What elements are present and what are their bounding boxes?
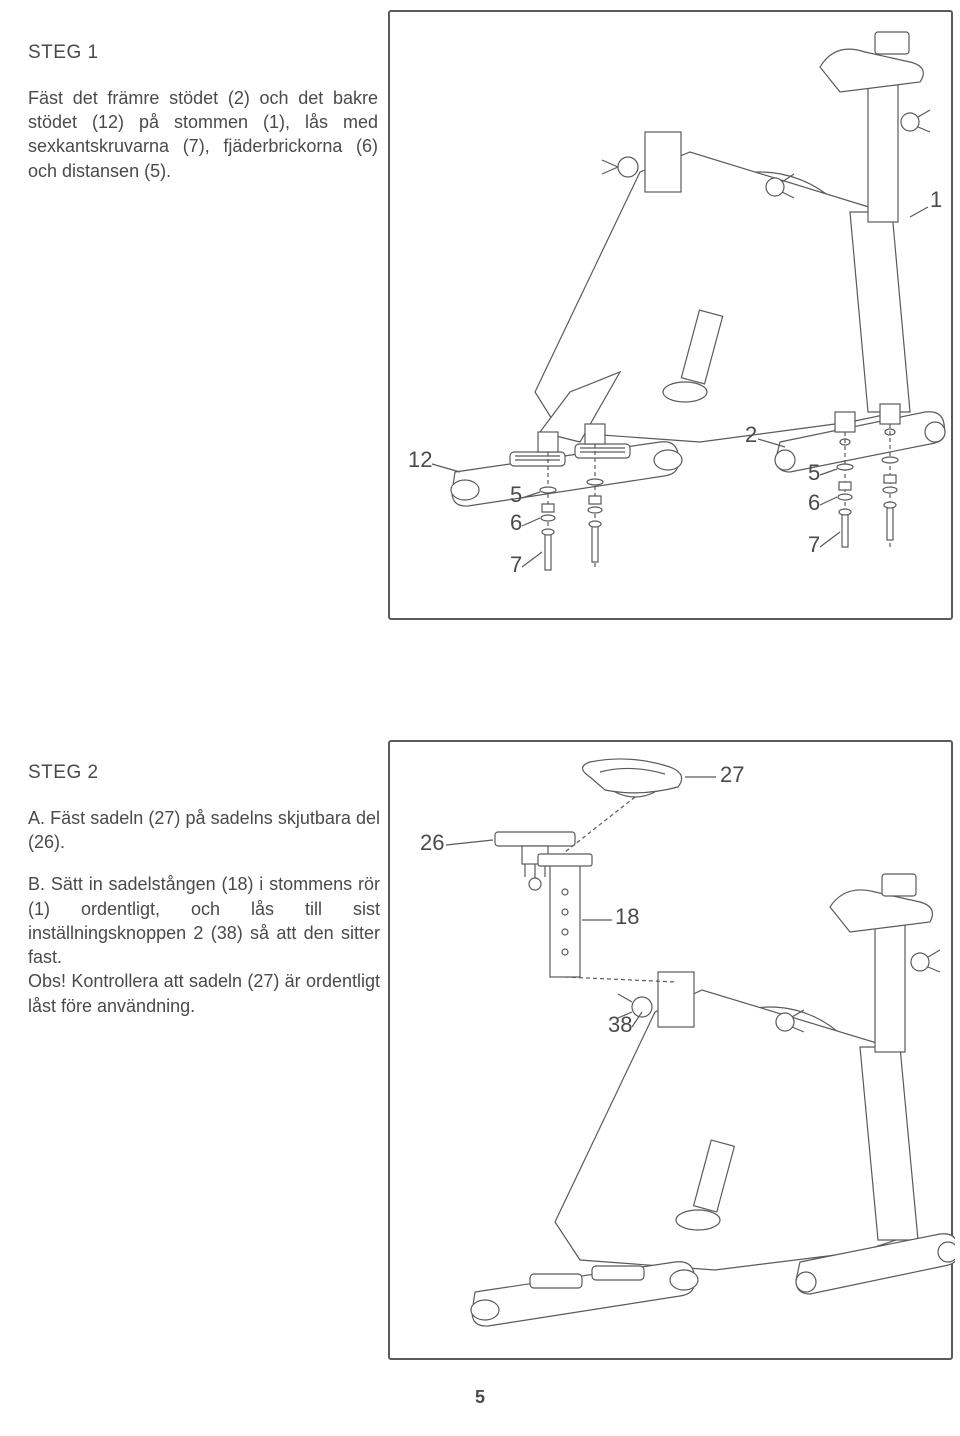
step2-text: STEG 2 A. Fäst sadeln (27) på sadelns sk… — [28, 760, 380, 1018]
callout-26: 26 — [420, 830, 444, 855]
figure2-svg: 27 26 18 38 — [390, 742, 955, 1362]
callout-1: 1 — [930, 187, 942, 212]
callout-7r: 7 — [808, 532, 820, 557]
step2-heading: STEG 2 — [28, 760, 380, 786]
callout-18: 18 — [615, 904, 639, 929]
figure2-box: 27 26 18 38 — [388, 740, 953, 1360]
step2-body-a: A. Fäst sadeln (27) på sadelns skjutbara… — [28, 806, 380, 855]
page: STEG 1 Fäst det främre stödet (2) och de… — [0, 0, 960, 1436]
step2-body-b: B. Sätt in sadelstången (18) i stommens … — [28, 872, 380, 969]
callout-6r: 6 — [808, 490, 820, 515]
page-number: 5 — [0, 1387, 960, 1408]
callout-7l: 7 — [510, 552, 522, 577]
step1-text: STEG 1 Fäst det främre stödet (2) och de… — [28, 40, 378, 183]
figure1-svg: 1 12 5 6 7 2 5 6 7 — [390, 12, 955, 622]
callout-2: 2 — [745, 422, 757, 447]
callout-12: 12 — [408, 447, 432, 472]
callout-6l: 6 — [510, 510, 522, 535]
step2-body-c: Obs! Kontrollera att sadeln (27) är orde… — [28, 969, 380, 1018]
callout-5l: 5 — [510, 482, 522, 507]
figure1-box: 1 12 5 6 7 2 5 6 7 — [388, 10, 953, 620]
step1-body: Fäst det främre stödet (2) och det bakre… — [28, 86, 378, 183]
callout-27: 27 — [720, 762, 744, 787]
callout-5r: 5 — [808, 460, 820, 485]
step1-heading: STEG 1 — [28, 40, 378, 66]
callout-38: 38 — [608, 1012, 632, 1037]
